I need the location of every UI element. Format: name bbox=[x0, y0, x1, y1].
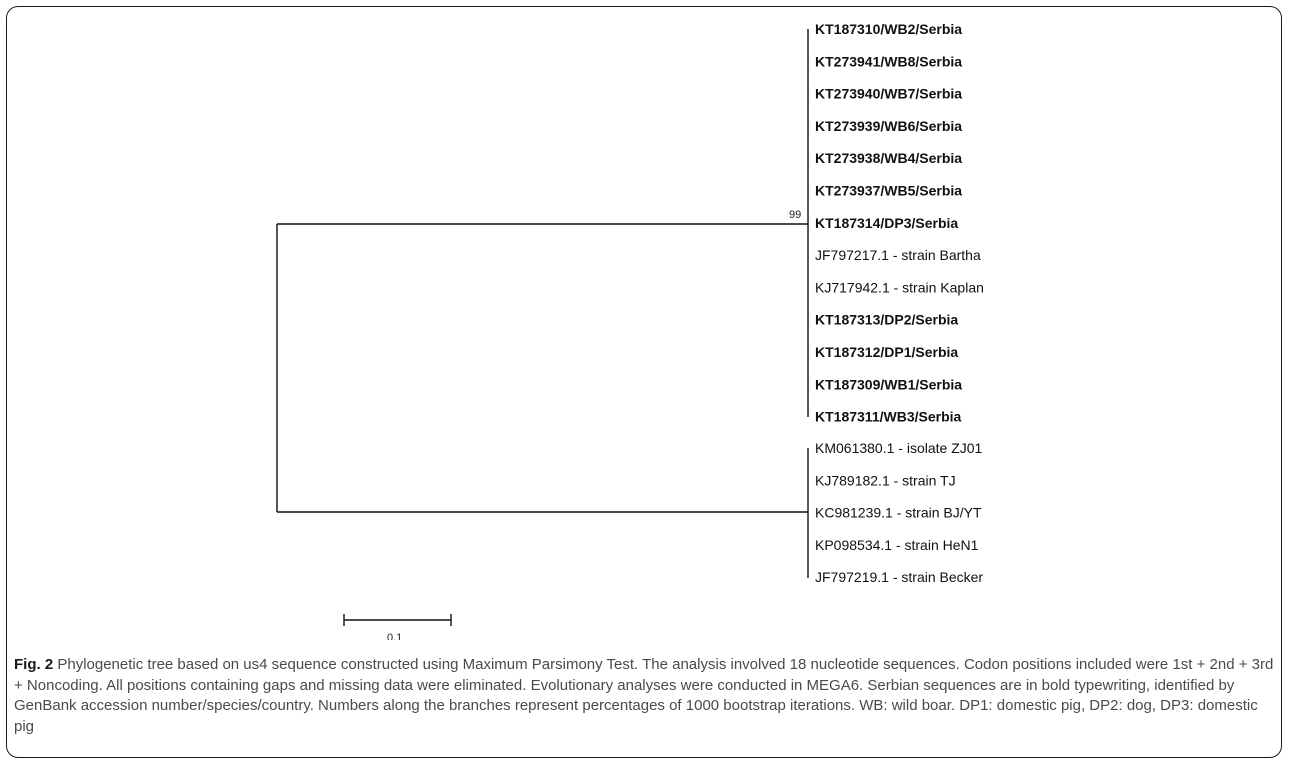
scale-bar: 0.1 bbox=[343, 614, 452, 640]
leaf-label: KT187311/WB3/Serbia bbox=[815, 409, 962, 425]
figure-caption: Fig. 2 Phylogenetic tree based on us4 se… bbox=[14, 655, 1276, 737]
leaf-label: KT187310/WB2/Serbia bbox=[815, 21, 962, 37]
leaf-label: KT187309/WB1/Serbia bbox=[815, 376, 962, 392]
leaf-label: KT273937/WB5/Serbia bbox=[815, 183, 962, 199]
leaf-label: KJ717942.1 - strain Kaplan bbox=[815, 279, 984, 295]
caption-text: Phylogenetic tree based on us4 sequence … bbox=[14, 656, 1274, 735]
leaf-label: KT273938/WB4/Serbia bbox=[815, 150, 962, 166]
leaf-label: KC981239.1 - strain BJ/YT bbox=[815, 505, 982, 521]
clade-serbia-leaves: KT187310/WB2/Serbia KT273941/WB8/Serbia KT… bbox=[815, 21, 984, 425]
leaf-label: KT273941/WB8/Serbia bbox=[815, 53, 962, 69]
figure-label: Fig. 2 bbox=[14, 656, 54, 673]
leaf-label: JF797217.1 - strain Bartha bbox=[815, 247, 981, 263]
tree-branches bbox=[276, 29, 809, 578]
figure-frame bbox=[6, 6, 1282, 758]
leaf-label: KM061380.1 - isolate ZJ01 bbox=[815, 440, 983, 456]
leaf-label: JF797219.1 - strain Becker bbox=[815, 569, 983, 585]
scale-bar-label: 0.1 bbox=[387, 632, 402, 640]
bootstrap-value: 99 bbox=[789, 209, 801, 221]
leaf-label: KT187313/DP2/Serbia bbox=[815, 312, 958, 328]
leaf-label: KJ789182.1 - strain TJ bbox=[815, 472, 956, 488]
leaf-label: KT187312/DP1/Serbia bbox=[815, 344, 958, 360]
phylogenetic-tree: 99 KT187310/WB2/Serbia KT273941/WB8/Serbi… bbox=[276, 21, 984, 640]
leaf-label: KT273939/WB6/Serbia bbox=[815, 118, 962, 134]
leaf-label: KP098534.1 - strain HeN1 bbox=[815, 537, 979, 553]
leaf-label: KT187314/DP3/Serbia bbox=[815, 215, 958, 231]
clade-asia-leaves: KM061380.1 - isolate ZJ01 KJ789182.1 - st… bbox=[815, 440, 983, 585]
leaf-label: KT273940/WB7/Serbia bbox=[815, 86, 962, 102]
